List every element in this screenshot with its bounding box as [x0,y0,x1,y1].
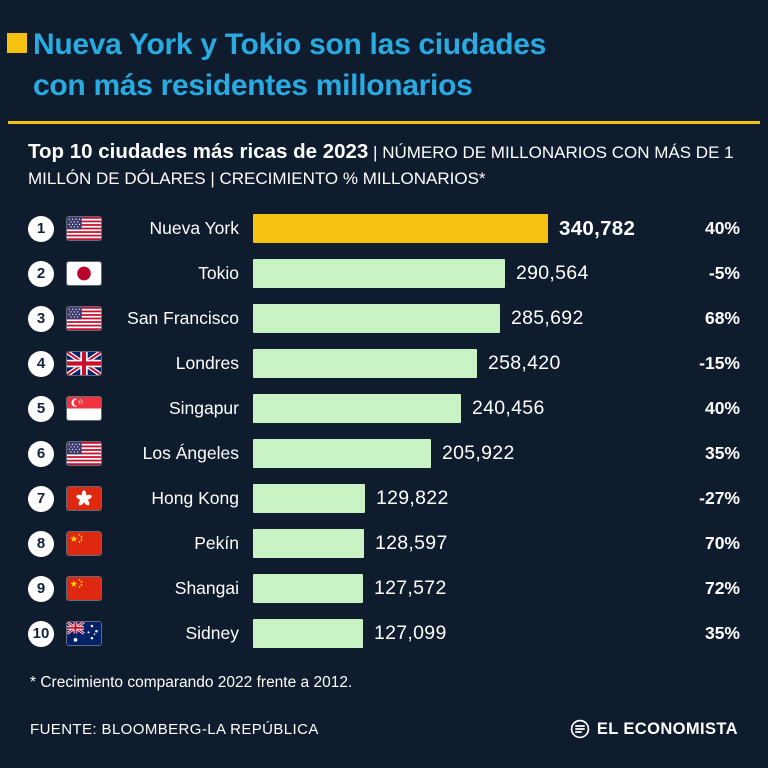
growth-label: 72% [704,578,740,599]
rank-badge: 10 [28,620,54,647]
bar-area: 129,822 [253,484,686,514]
page-title: Nueva York y Tokio son las ciudades con … [28,24,740,107]
value-label: 340,782 [559,216,636,240]
city-label: Los Ángeles [142,443,239,464]
sg-flag-icon [67,397,101,421]
value-label: 129,822 [376,487,449,510]
el-economista-logo-icon [570,719,590,739]
city-label: Tokio [198,263,239,284]
bar [253,529,364,559]
rank-badge: 9 [28,575,54,602]
title-line-1: Nueva York y Tokio son las ciudades [33,28,547,61]
city-label: Pekín [194,533,239,554]
growth-label: 68% [704,308,740,329]
brand-name: EL ECONOMISTA [596,719,738,738]
cn-flag-icon [67,577,101,601]
rank-badge: 5 [28,395,54,422]
value-label: 127,572 [374,577,447,600]
growth-label: -5% [708,263,740,284]
bar-area: 290,564 [253,259,686,289]
us-flag-icon [67,217,101,241]
growth-label: 40% [704,218,740,239]
city-label: Londres [175,353,239,374]
bar [253,304,500,334]
value-label: 258,420 [488,352,561,375]
source-credit: FUENTE: BLOOMBERG-LA REPÚBLICA [30,720,319,738]
rank-badge: 7 [28,485,54,512]
table-row: 6 Los Ángeles 205,922 35% [28,431,740,476]
city-label: Hong Kong [151,488,239,509]
bar [253,439,431,469]
city-label: Nueva York [149,218,239,239]
footer: FUENTE: BLOOMBERG-LA REPÚBLICA EL ECONOM… [28,719,740,739]
bar-area: 205,922 [253,439,686,469]
table-row: 3 San Francisco 285,692 68% [28,296,740,341]
value-label: 290,564 [516,262,589,285]
jp-flag-icon [67,262,101,286]
bar [253,619,363,649]
city-label: Shangai [174,578,239,599]
value-label: 285,692 [511,307,584,330]
table-row: 9 Shangai 127,572 72% [28,566,740,611]
divider [8,120,760,124]
table-row: 1 Nueva York 340,782 40% [28,206,740,251]
cn-flag-icon [67,532,101,556]
value-label: 127,099 [374,622,447,645]
rank-badge: 3 [28,305,54,332]
chart-rows: 1 Nueva York 340,782 40% 2 Tokio 290,564… [28,206,740,656]
bar-chart: 1 Nueva York 340,782 40% 2 Tokio 290,564… [28,206,740,656]
growth-label: 70% [704,533,740,554]
bar [253,349,477,379]
bar-area: 340,782 [253,214,686,244]
growth-label: -27% [699,488,740,509]
table-row: 8 Pekín 128,597 70% [28,521,740,566]
bar-area: 258,420 [253,349,686,379]
chart-subtitle: Top 10 ciudades más ricas de 2023 | NÚME… [28,137,740,191]
city-label: San Francisco [127,308,239,329]
growth-label: -15% [699,353,740,374]
rank-badge: 6 [28,440,54,467]
header: Nueva York y Tokio son las ciudades con … [8,24,760,191]
table-row: 10 Sidney 127,099 35% [28,611,740,656]
rank-badge: 2 [28,260,54,287]
growth-label: 35% [704,443,740,464]
city-label: Sidney [185,623,239,644]
subtitle-bold: Top 10 ciudades más ricas de 2023 [28,139,369,163]
us-flag-icon [67,307,101,331]
rank-badge: 8 [28,530,54,557]
bar [253,214,548,244]
subtitle-detail: | NÚMERO DE MILLONARIOS CON MÁS DE 1 MIL… [28,142,734,188]
au-flag-icon [67,622,101,646]
rank-badge: 4 [28,350,54,377]
table-row: 7 Hong Kong 129,822 -27% [28,476,740,521]
accent-bullet [7,33,27,53]
bar [253,259,505,289]
city-label: Singapur [168,398,239,419]
table-row: 5 Singapur 240,456 40% [28,386,740,431]
value-label: 240,456 [472,397,545,420]
bar-area: 285,692 [253,304,686,334]
table-row: 4 Londres 258,420 -15% [28,341,740,386]
footnote: * Crecimiento comparando 2022 frente a 2… [30,674,353,692]
bar [253,574,363,604]
value-label: 205,922 [442,442,515,465]
value-label: 128,597 [375,532,448,555]
bar-area: 127,572 [253,574,686,604]
bar-area: 127,099 [253,619,686,649]
table-row: 2 Tokio 290,564 -5% [28,251,740,296]
bar-area: 240,456 [253,394,686,424]
brand-logo: EL ECONOMISTA [570,719,738,739]
growth-label: 35% [704,623,740,644]
rank-badge: 1 [28,215,54,242]
title-line-2: con más residentes millonarios [33,69,473,103]
growth-label: 40% [704,398,740,419]
hk-flag-icon [67,487,101,511]
bar-area: 128,597 [253,529,686,559]
us-flag-icon [67,442,101,466]
bar [253,394,461,424]
uk-flag-icon [67,352,101,376]
bar [253,484,365,514]
